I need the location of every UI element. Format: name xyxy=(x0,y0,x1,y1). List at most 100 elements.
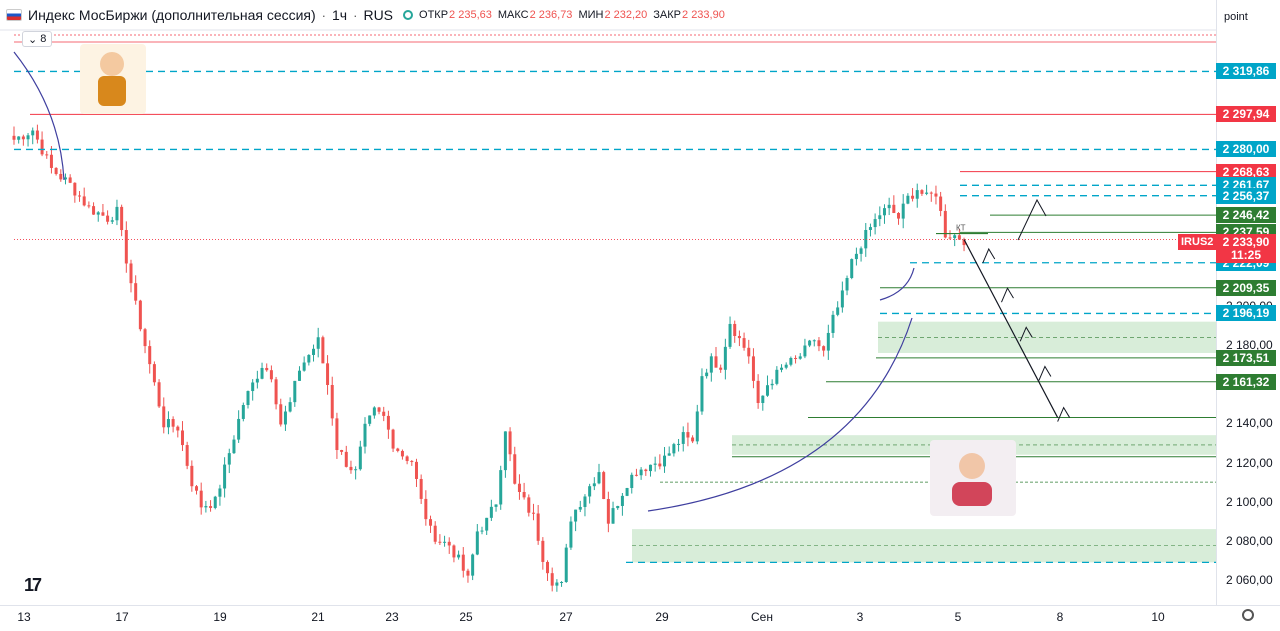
candle-up xyxy=(831,314,835,333)
tradingview-logo[interactable]: 17 xyxy=(24,575,42,595)
level-price-tag[interactable]: 2 161,32 xyxy=(1216,373,1276,390)
small-arc xyxy=(879,267,915,301)
candle-down xyxy=(171,419,175,427)
indicators-toggle-button[interactable]: ⌄ 8 xyxy=(22,31,53,47)
candle-up xyxy=(293,380,297,403)
candle-down xyxy=(349,466,353,471)
timeframe[interactable]: 1ч xyxy=(332,7,348,23)
candle-down xyxy=(340,450,344,452)
candle-up xyxy=(625,488,629,496)
price-tick-label: 2 060,00 xyxy=(1226,573,1273,587)
candle-down xyxy=(606,499,610,524)
candle-down xyxy=(644,469,648,472)
candle-down xyxy=(892,204,896,214)
candle-up xyxy=(630,474,634,489)
candle-up xyxy=(592,483,596,487)
candle-down xyxy=(195,486,199,491)
candle-up xyxy=(798,356,802,359)
price-chart[interactable]: КТ xyxy=(0,0,1216,605)
time-tick-label: 5 xyxy=(954,610,962,624)
candle-down xyxy=(68,177,72,183)
candle-up xyxy=(953,235,957,239)
candle-up xyxy=(845,277,849,291)
forecast-line xyxy=(963,239,1059,418)
candle-up xyxy=(695,411,699,442)
candle-down xyxy=(817,340,821,347)
time-tick-label: 10 xyxy=(1151,610,1165,624)
candle-up xyxy=(297,370,301,381)
price-tick-label: 2 140,00 xyxy=(1226,416,1273,431)
time-tick-label: 8 xyxy=(1056,610,1064,624)
candle-up xyxy=(709,356,713,373)
candle-up xyxy=(826,332,830,351)
candle-up xyxy=(878,215,882,220)
candle-down xyxy=(541,540,545,562)
candle-up xyxy=(597,472,601,484)
time-tick-label: 27 xyxy=(559,610,573,624)
candle-up xyxy=(569,521,573,548)
candle-up xyxy=(864,229,868,249)
forecast-arrow-icon xyxy=(1038,365,1052,381)
candle-down xyxy=(73,182,77,196)
candle-down xyxy=(326,363,330,385)
candle-down xyxy=(143,329,147,347)
candle-up xyxy=(915,190,919,199)
candle-down xyxy=(344,451,348,467)
candle-up xyxy=(728,323,732,347)
level-price-tag[interactable]: 2 256,37 xyxy=(1216,187,1276,204)
candle-up xyxy=(588,486,592,497)
gear-icon[interactable] xyxy=(1242,609,1254,621)
candle-down xyxy=(897,213,901,219)
candle-up xyxy=(906,195,910,204)
time-tick-label: 29 xyxy=(655,610,669,624)
symbol-title[interactable]: Индекс МосБиржи (дополнительная сессия) xyxy=(28,7,316,23)
level-price-tag[interactable]: 2 196,19 xyxy=(1216,305,1276,322)
candle-up xyxy=(765,385,769,396)
low-label: МИН xyxy=(578,9,604,21)
level-price-tag[interactable]: 2 209,35 xyxy=(1216,279,1276,296)
candle-down xyxy=(124,230,128,264)
candle-down xyxy=(148,346,152,365)
candle-up xyxy=(96,212,100,215)
candle-up xyxy=(887,204,891,209)
bottom-arc xyxy=(647,317,913,512)
candle-down xyxy=(40,139,44,155)
time-axis[interactable] xyxy=(0,605,1280,631)
level-price-tag[interactable]: 2 319,86 xyxy=(1216,63,1276,80)
candle-down xyxy=(546,561,550,574)
level-price-tag[interactable]: 2 173,51 xyxy=(1216,349,1276,366)
candle-up xyxy=(723,346,727,370)
level-price-tag[interactable]: 2 280,00 xyxy=(1216,141,1276,158)
candle-up xyxy=(255,378,259,383)
candle-down xyxy=(157,382,161,407)
candle-up xyxy=(241,405,245,419)
candle-up xyxy=(812,340,816,342)
price-axis[interactable] xyxy=(1216,0,1280,605)
candle-down xyxy=(180,430,184,446)
candle-down xyxy=(536,513,540,541)
forecast-arrow-icon xyxy=(1019,326,1033,342)
forecast-arrow-icon xyxy=(1057,406,1071,422)
candle-up xyxy=(260,367,264,379)
candle-up xyxy=(705,372,709,377)
axis-unit-label[interactable]: point xyxy=(1224,11,1248,23)
candle-up xyxy=(555,582,559,586)
candle-up xyxy=(31,130,35,136)
candle-down xyxy=(405,456,409,462)
candle-down xyxy=(691,437,695,442)
candle-up xyxy=(26,135,30,140)
candle-down xyxy=(794,357,798,359)
level-price-tag[interactable]: 2 268,63 xyxy=(1216,163,1276,180)
kt-label: КТ xyxy=(956,224,966,233)
candle-down xyxy=(719,367,723,370)
forecast-arrow-icon xyxy=(1001,287,1014,303)
candle-down xyxy=(934,193,938,197)
time-tick-label: 19 xyxy=(213,610,227,624)
level-price-tag[interactable]: 2 246,42 xyxy=(1216,207,1276,224)
level-price-tag[interactable]: 2 297,94 xyxy=(1216,106,1276,123)
time-tick-label: 21 xyxy=(311,610,325,624)
low-value: 2 232,20 xyxy=(604,9,648,21)
candle-up xyxy=(354,469,358,471)
indicator-count: 8 xyxy=(40,33,47,45)
candle-down xyxy=(911,195,915,199)
